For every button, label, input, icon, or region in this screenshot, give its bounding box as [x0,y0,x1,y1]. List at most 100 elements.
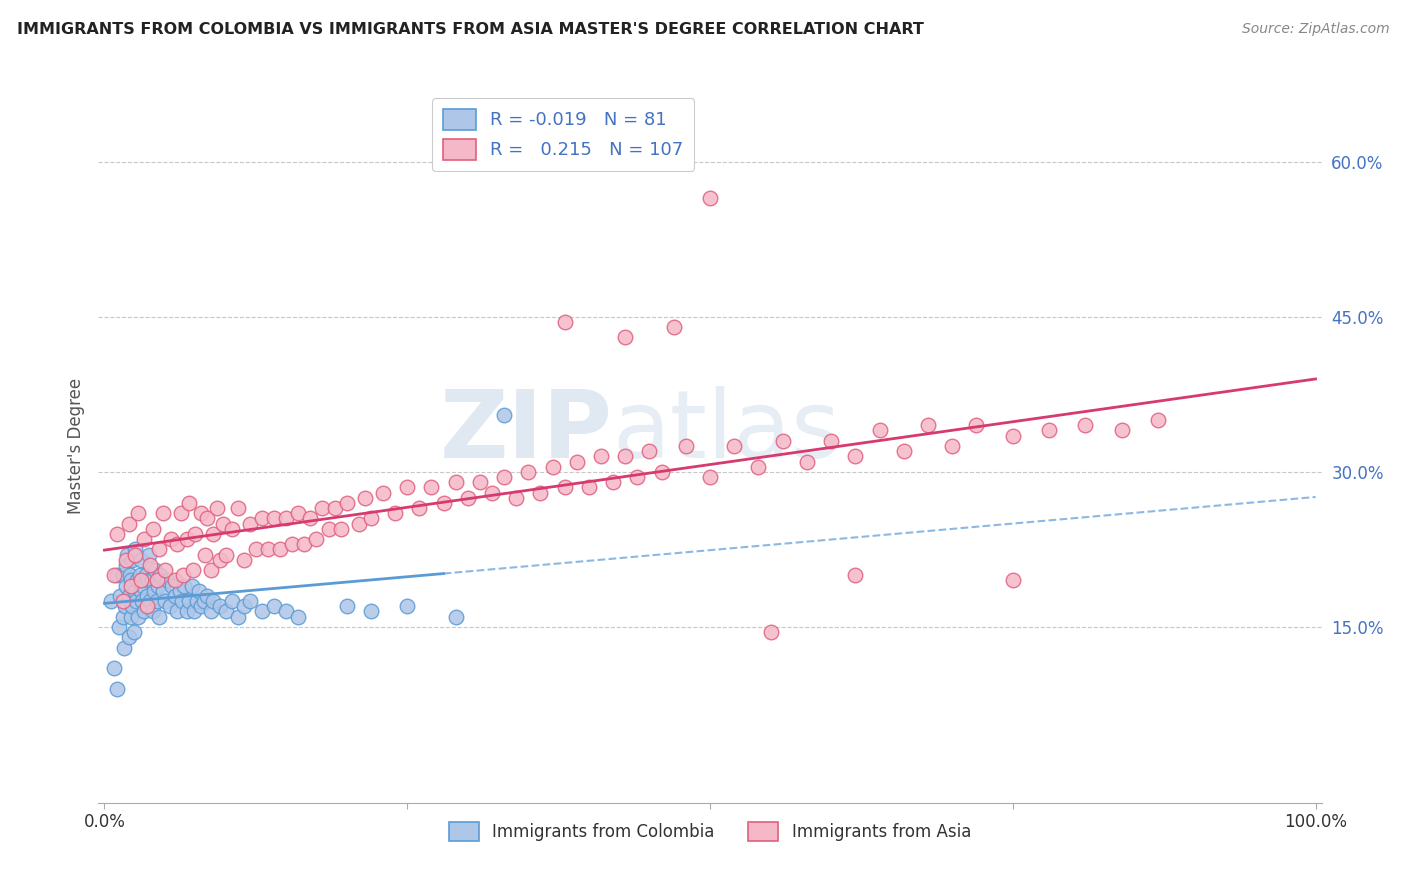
Point [121,599,143,614]
Point [578,480,600,494]
Point [115,553,138,567]
Point [169,583,191,598]
Point [360,511,382,525]
Point [941,439,963,453]
Point [336,599,359,614]
Point [200,563,222,577]
Point [143,563,166,577]
Point [146,579,169,593]
Point [221,522,243,536]
Point [139,558,162,572]
Point [208,599,231,614]
Point [105,681,128,696]
Point [176,605,198,619]
Point [844,450,866,464]
Point [772,434,794,448]
Point [183,605,205,619]
Point [118,516,141,531]
Point [145,594,167,608]
Point [232,553,254,567]
Point [122,625,145,640]
Point [208,553,231,567]
Point [135,589,157,603]
Point [263,599,285,614]
Point [173,579,195,593]
Point [276,511,298,525]
Point [723,439,745,453]
Point [675,439,697,453]
Point [250,605,273,619]
Point [100,594,122,608]
Point [226,501,249,516]
Point [179,496,201,510]
Point [121,553,143,567]
Point [662,320,685,334]
Point [626,470,648,484]
Point [197,589,219,603]
Point [120,609,142,624]
Point [214,548,236,562]
Point [796,454,818,468]
Point [129,574,152,588]
Point [111,594,134,608]
Point [759,625,782,640]
Point [149,568,172,582]
Point [844,568,866,582]
Point [505,491,527,505]
Point [221,594,243,608]
Point [257,542,280,557]
Point [371,485,394,500]
Point [1111,424,1133,438]
Point [111,609,134,624]
Point [1001,574,1024,588]
Point [384,506,406,520]
Point [287,609,309,624]
Point [162,579,184,593]
Point [292,537,315,551]
Point [163,589,186,603]
Point [153,563,176,577]
Point [529,485,551,500]
Point [1001,428,1024,442]
Point [420,480,443,494]
Point [614,330,637,344]
Point [820,434,842,448]
Point [115,579,138,593]
Point [1038,424,1060,438]
Point [457,491,479,505]
Point [699,470,721,484]
Point [614,450,637,464]
Point [163,574,186,588]
Point [139,594,162,608]
Legend: Immigrants from Colombia, Immigrants from Asia: Immigrants from Colombia, Immigrants fro… [443,815,977,848]
Point [143,583,166,598]
Point [111,568,134,582]
Point [124,548,146,562]
Point [202,594,225,608]
Point [193,594,215,608]
Point [602,475,624,490]
Point [152,583,174,598]
Point [138,548,160,562]
Point [152,506,174,520]
Point [127,506,149,520]
Point [565,454,588,468]
Point [142,522,165,536]
Point [747,459,769,474]
Point [354,491,377,505]
Point [276,605,298,619]
Point [517,465,540,479]
Point [638,444,661,458]
Point [305,532,328,546]
Text: IMMIGRANTS FROM COLOMBIA VS IMMIGRANTS FROM ASIA MASTER'S DEGREE CORRELATION CHA: IMMIGRANTS FROM COLOMBIA VS IMMIGRANTS F… [17,22,924,37]
Point [112,640,135,655]
Point [226,609,249,624]
Point [153,594,176,608]
Point [239,516,262,531]
Point [232,599,254,614]
Point [114,599,136,614]
Point [166,605,188,619]
Point [160,532,183,546]
Point [129,553,152,567]
Point [287,506,309,520]
